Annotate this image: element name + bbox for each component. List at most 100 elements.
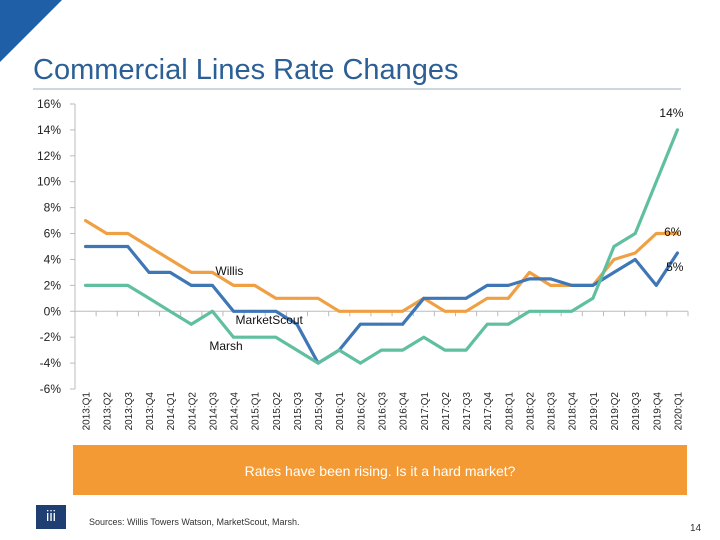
data-point-willis (84, 219, 87, 222)
y-tick-label: 12% (37, 149, 61, 163)
x-tick-label: 2017:Q4 (483, 392, 494, 431)
slide-title: Commercial Lines Rate Changes (33, 54, 459, 86)
x-tick-label: 2019:Q2 (610, 392, 621, 431)
data-point-marketscout (485, 283, 489, 287)
data-point-marsh (401, 348, 405, 352)
data-point-marketscout (380, 322, 383, 326)
rate-change-line-chart: -6%-4%-2%0%2%4%6%8%10%12%14%16% 2013:Q1 2… (37, 97, 689, 431)
data-point-marsh (633, 232, 637, 235)
x-tick-label: 2018:Q3 (547, 392, 558, 431)
series-layer (83, 128, 680, 365)
x-tick-label: 2016:Q3 (378, 392, 389, 431)
data-point-willis (380, 309, 383, 313)
x-tick-label: 2018:Q2 (525, 392, 536, 431)
data-point-marketscout (443, 296, 447, 300)
x-tick-label: 2015:Q1 (251, 392, 262, 431)
data-point-willis (506, 296, 510, 300)
data-point-marketscout (105, 245, 109, 248)
data-point-marketscout (189, 283, 193, 287)
data-point-marsh (358, 361, 362, 365)
data-point-willis (295, 296, 299, 300)
data-point-marketscout (253, 309, 257, 313)
series-line-willis (83, 219, 680, 313)
data-point-marsh (422, 335, 426, 339)
data-point-willis (147, 245, 151, 248)
data-point-willis (232, 283, 235, 287)
iii-logo: iii (36, 505, 66, 529)
x-tick-label: 2014:Q1 (166, 392, 177, 431)
y-tick-label: 6% (44, 227, 62, 241)
x-tick-label: 2014:Q2 (187, 392, 198, 431)
data-point-marketscout (274, 309, 278, 313)
data-point-marsh (443, 348, 447, 352)
data-point-marsh (253, 335, 257, 339)
corner-accent (0, 0, 62, 62)
annotation-label: 5% (666, 260, 684, 274)
y-tick-label: 16% (37, 97, 61, 111)
annotation-label: 14% (659, 106, 683, 120)
takeaway-banner: Rates have been rising. Is it a hard mar… (73, 445, 687, 495)
data-point-willis (485, 296, 489, 300)
title-divider (33, 88, 681, 90)
y-tick-label: 8% (44, 201, 62, 215)
y-tick-label: 0% (44, 304, 62, 318)
data-point-marketscout (464, 296, 468, 300)
x-tick-label: 2016:Q4 (399, 392, 410, 431)
data-point-marsh (105, 283, 109, 287)
data-point-willis (210, 271, 214, 274)
data-point-willis (443, 309, 447, 313)
x-tick-label: 2015:Q3 (293, 392, 304, 431)
x-tick-label: 2015:Q4 (314, 392, 325, 431)
x-tick-label: 2014:Q3 (208, 392, 219, 431)
data-point-marsh (189, 322, 193, 326)
data-point-marsh (295, 348, 299, 352)
data-point-willis (316, 296, 320, 300)
data-point-willis (549, 283, 553, 287)
y-tick-label: -6% (40, 382, 62, 396)
series-line-marketscout (83, 244, 680, 365)
data-point-marsh (506, 322, 510, 326)
x-tick-label: 2019:Q3 (631, 392, 642, 431)
data-point-marsh (549, 309, 553, 313)
data-point-marsh (84, 283, 87, 287)
data-point-marsh (147, 296, 151, 300)
y-tick-label: 14% (37, 123, 61, 137)
y-tick-label: 2% (44, 278, 62, 292)
annotation-label: 6% (664, 225, 682, 239)
data-point-willis (358, 309, 362, 313)
x-axis: 2013:Q1 2013:Q2 2013:Q3 2013:Q4 2014:Q1 2014:… (74, 310, 689, 431)
x-tick-label: 2020:Q1 (673, 392, 684, 431)
data-point-marsh (210, 309, 214, 313)
series-line-marsh (83, 128, 680, 365)
x-tick-label: 2013:Q4 (145, 392, 156, 431)
data-point-marketscout (84, 245, 87, 248)
x-tick-label: 2018:Q1 (504, 392, 515, 431)
data-point-marsh (591, 296, 595, 300)
data-point-marketscout (168, 271, 172, 274)
data-point-willis (464, 309, 468, 313)
data-point-marketscout (633, 258, 637, 261)
data-point-marketscout (358, 322, 362, 326)
y-tick-label: -2% (40, 330, 62, 344)
y-axis: -6% -4% -2% 0% 2% 4% 6% 8% 10% 12% 14% 16% (37, 97, 76, 396)
x-tick-label: 2014:Q4 (230, 392, 241, 431)
data-point-willis (676, 232, 679, 235)
data-point-willis (612, 258, 616, 261)
x-tick-label: 2018:Q4 (568, 392, 579, 431)
data-point-marsh (232, 335, 235, 339)
annotation-layer: Willis MarketScout Marsh 14% 6% 5% (209, 106, 683, 353)
data-point-marsh (654, 180, 658, 184)
x-tick-label: 2013:Q3 (124, 392, 135, 431)
data-point-marketscout (506, 283, 510, 287)
data-point-marketscout (676, 251, 679, 255)
data-point-willis (633, 251, 637, 255)
data-point-marketscout (126, 245, 130, 248)
data-point-marsh (528, 309, 531, 313)
x-tick-label: 2019:Q4 (652, 392, 663, 431)
data-point-marsh (380, 348, 383, 352)
data-point-marsh (274, 335, 278, 339)
sources-note: Sources: Willis Towers Watson, MarketSco… (89, 517, 300, 527)
data-point-willis (168, 258, 172, 261)
data-point-marketscout (210, 283, 214, 287)
data-point-willis (105, 232, 109, 235)
